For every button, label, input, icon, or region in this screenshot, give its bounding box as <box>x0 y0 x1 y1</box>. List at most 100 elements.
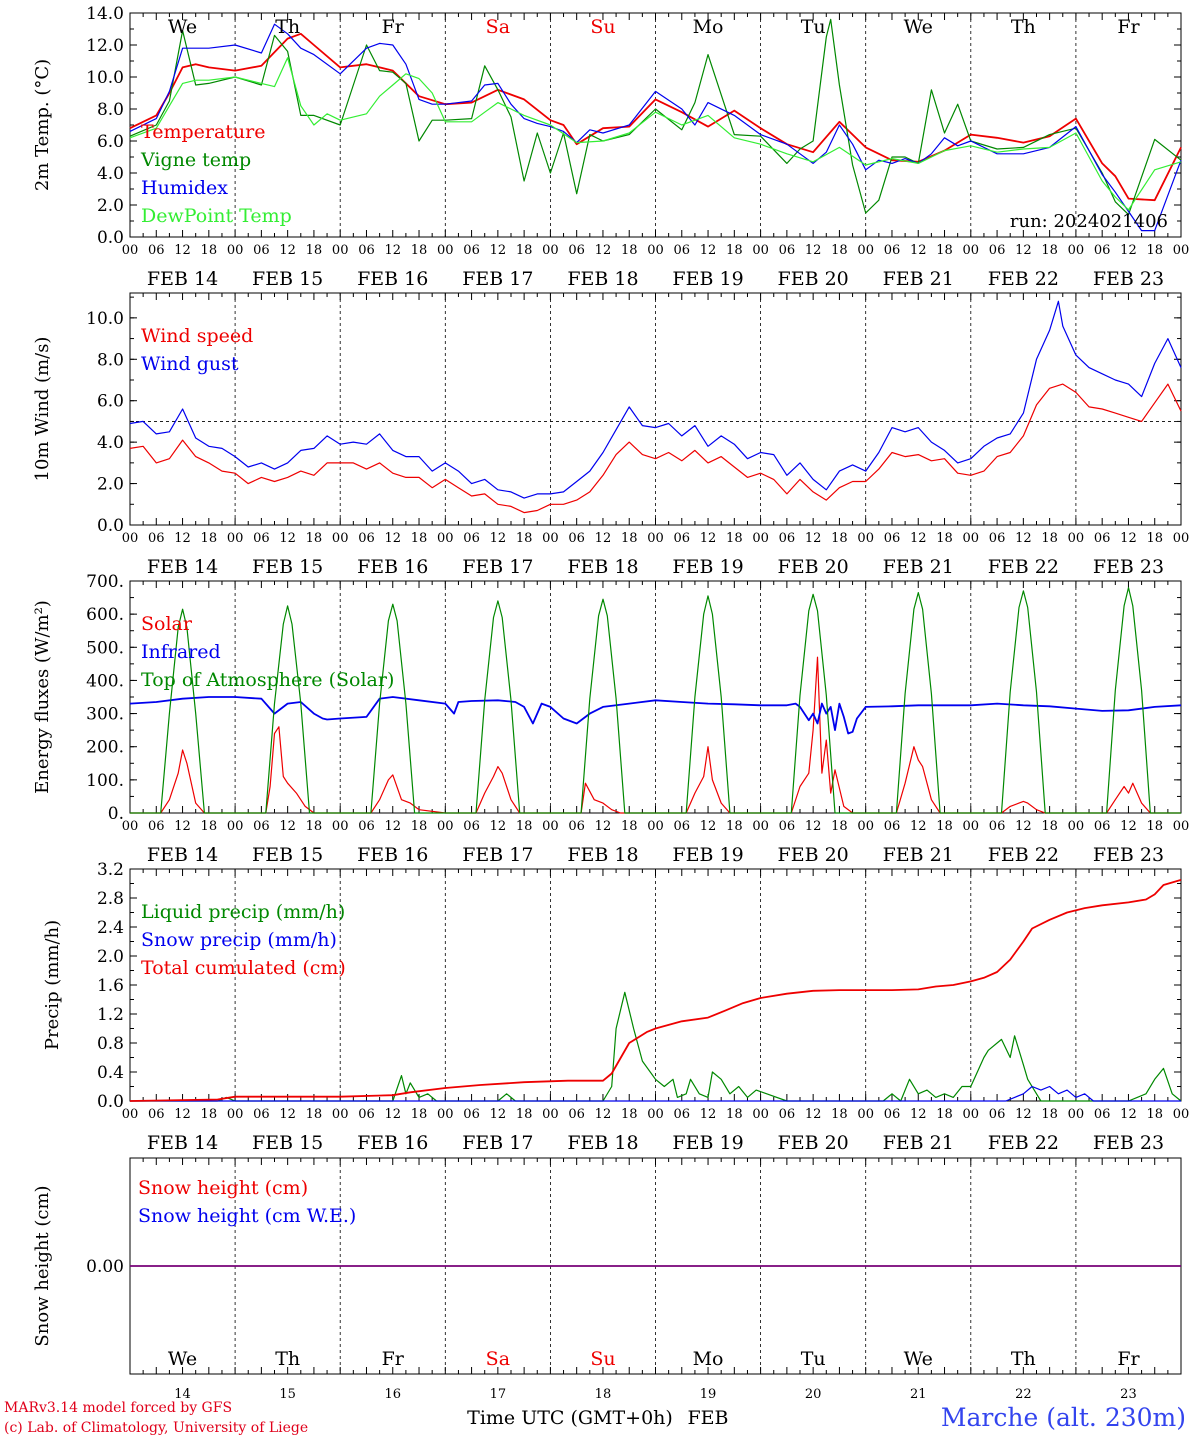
hour-tick-label: 18 <box>1146 819 1163 834</box>
hour-tick-label: 06 <box>358 243 375 258</box>
bottom-day-number: 21 <box>910 1387 927 1402</box>
hour-tick-label: 18 <box>516 1107 533 1122</box>
hour-tick-label: 06 <box>884 531 901 546</box>
hour-tick-label: 12 <box>1015 243 1032 258</box>
date-label: FEB 20 <box>778 268 849 290</box>
y-tick-label: 2.0 <box>97 475 124 495</box>
y-tick-label: 6.0 <box>97 132 124 152</box>
y-tick-label: 0.4 <box>97 1063 124 1083</box>
date-label: FEB 14 <box>147 556 218 578</box>
hour-tick-label: 06 <box>1094 531 1111 546</box>
date-label: FEB 23 <box>1093 1132 1164 1154</box>
hour-tick-label: 00 <box>122 243 139 258</box>
day-of-week-label: Fr <box>382 16 405 38</box>
station-title: Marche (alt. 230m) <box>940 1403 1186 1432</box>
hour-tick-label: 06 <box>568 819 585 834</box>
legend-entry: Top of Atmosphere (Solar) <box>141 669 394 691</box>
hour-tick-label: 00 <box>752 243 769 258</box>
hour-tick-label: 18 <box>621 243 638 258</box>
hour-tick-label: 12 <box>1120 1107 1137 1122</box>
hour-tick-label: 18 <box>1041 531 1058 546</box>
day-of-week-label: We <box>168 1348 197 1370</box>
hour-tick-label: 00 <box>963 819 980 834</box>
hour-tick-label: 00 <box>437 819 454 834</box>
hour-tick-label: 00 <box>647 819 664 834</box>
y-tick-label: 8.0 <box>97 100 124 120</box>
hour-tick-label: 18 <box>1146 531 1163 546</box>
hour-tick-label: 12 <box>910 1107 927 1122</box>
date-label: FEB 16 <box>357 1132 428 1154</box>
day-of-week-label: Su <box>590 1348 615 1370</box>
date-label: FEB 20 <box>778 1132 849 1154</box>
date-label: FEB 21 <box>883 556 954 578</box>
y-tick-label: 0.0 <box>97 228 124 248</box>
bottom-day-number: 18 <box>595 1387 612 1402</box>
y-tick-label: 2.4 <box>97 918 124 938</box>
hour-tick-label: 06 <box>674 243 691 258</box>
hour-tick-label: 00 <box>857 243 874 258</box>
hour-tick-label: 12 <box>174 531 191 546</box>
hour-tick-label: 18 <box>516 819 533 834</box>
y-tick-label: 1.2 <box>97 1005 124 1025</box>
y-tick-label: 4.0 <box>97 433 124 453</box>
series-line-infrared <box>129 696 1182 735</box>
hour-tick-label: 18 <box>411 243 428 258</box>
hour-tick-label: 18 <box>831 1107 848 1122</box>
hour-tick-label: 06 <box>463 243 480 258</box>
hour-tick-label: 00 <box>542 531 559 546</box>
hour-tick-label: 18 <box>306 819 323 834</box>
y-tick-label: 400. <box>86 671 124 691</box>
hour-tick-label: 18 <box>201 243 218 258</box>
date-label: FEB 17 <box>462 556 533 578</box>
date-label: FEB 21 <box>883 1132 954 1154</box>
date-label: FEB 16 <box>357 268 428 290</box>
hour-tick-label: 06 <box>568 1107 585 1122</box>
hour-tick-label: 18 <box>936 1107 953 1122</box>
hour-tick-label: 06 <box>779 243 796 258</box>
legend-entry: Snow precip (mm/h) <box>141 929 337 951</box>
hour-tick-label: 06 <box>463 1107 480 1122</box>
day-of-week-label: Fr <box>1117 16 1140 38</box>
y-tick-label: 12.0 <box>86 36 124 56</box>
hour-tick-label: 12 <box>279 243 296 258</box>
date-label: FEB 18 <box>567 268 638 290</box>
hour-tick-label: 06 <box>1094 243 1111 258</box>
hour-tick-label: 06 <box>674 531 691 546</box>
y-tick-label: 10.0 <box>86 309 124 329</box>
date-label: FEB 18 <box>567 1132 638 1154</box>
hour-tick-label: 12 <box>490 243 507 258</box>
hour-tick-label: 00 <box>1068 819 1085 834</box>
panel-frame <box>129 12 1182 238</box>
hour-tick-label: 18 <box>411 531 428 546</box>
hour-tick-label: 18 <box>1146 243 1163 258</box>
hour-tick-label: 12 <box>174 819 191 834</box>
day-of-week-label: Mo <box>693 1348 724 1370</box>
hour-tick-label: 12 <box>279 531 296 546</box>
series-line-vigne-temp <box>129 18 1182 216</box>
hour-tick-label: 00 <box>227 243 244 258</box>
y-tick-label: 0. <box>108 804 124 824</box>
model-credit: MARv3.14 model forced by GFS <box>4 1400 233 1416</box>
hour-tick-label: 18 <box>936 819 953 834</box>
day-of-week-label: Mo <box>693 16 724 38</box>
hour-tick-label: 12 <box>700 243 717 258</box>
hour-tick-label: 06 <box>989 1107 1006 1122</box>
hour-tick-label: 18 <box>201 819 218 834</box>
hour-tick-label: 12 <box>595 243 612 258</box>
hour-tick-label: 12 <box>910 531 927 546</box>
hour-tick-label: 00 <box>1173 1107 1190 1122</box>
hour-tick-label: 06 <box>148 819 165 834</box>
y-tick-label: 6.0 <box>97 392 124 412</box>
bottom-day-number: 16 <box>384 1387 401 1402</box>
hour-tick-label: 12 <box>1120 531 1137 546</box>
hour-tick-label: 12 <box>490 531 507 546</box>
date-label: FEB 19 <box>672 1132 743 1154</box>
date-label: FEB 23 <box>1093 268 1164 290</box>
y-axis-label: 10m Wind (m/s) <box>32 337 53 482</box>
hour-tick-label: 06 <box>989 819 1006 834</box>
hour-tick-label: 06 <box>674 819 691 834</box>
hour-tick-label: 00 <box>1173 819 1190 834</box>
series-line-wind-speed <box>129 383 1182 514</box>
hour-tick-label: 12 <box>384 243 401 258</box>
hour-tick-label: 18 <box>726 531 743 546</box>
